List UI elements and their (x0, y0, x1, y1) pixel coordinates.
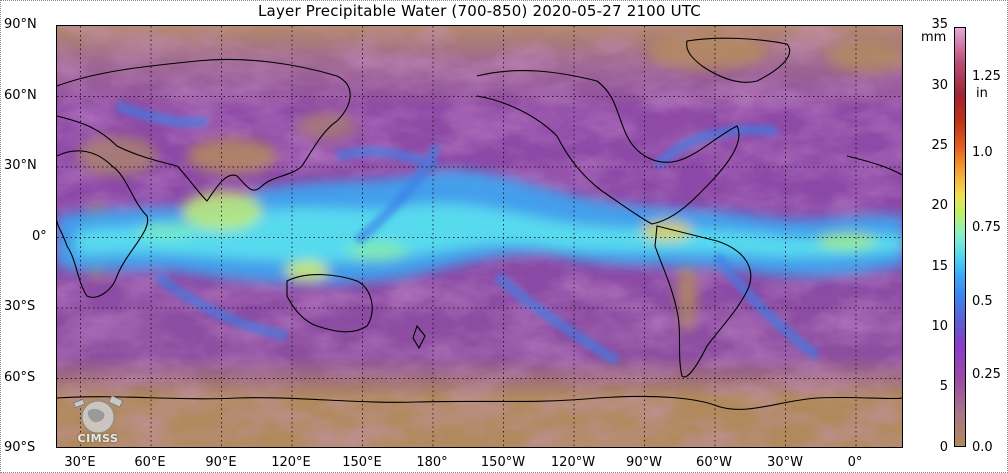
lon-label-90w: 90°W (626, 455, 662, 470)
south-america-coast (654, 225, 752, 378)
eurasia-coast (57, 58, 351, 202)
colorbar-mm-tick-30: 30 (931, 78, 948, 93)
lon-label-150e: 150°E (342, 455, 382, 470)
lat-label-30n: 30°N (4, 158, 37, 173)
lon-label-30w: 30°W (767, 455, 803, 470)
lon-label-30e: 30°E (64, 455, 96, 470)
colorbar-mm-tick-5: 5 (939, 379, 948, 394)
lat-label-30s: 30°S (4, 299, 36, 314)
lat-label-equator: 0° (32, 229, 47, 244)
cimss-logo-text: CIMSS (77, 432, 119, 445)
antarctica-coast (57, 395, 902, 410)
colorbar-in-tick-0-25: 0.25 (972, 367, 1001, 382)
colorbar-mm-unit: mm (921, 30, 947, 45)
lon-label-150w: 150°W (480, 455, 526, 470)
north-america-coast (476, 70, 740, 225)
lon-label-0: 0° (847, 455, 863, 470)
iberia-coast (846, 155, 902, 176)
new-zealand-coast (412, 324, 426, 350)
colorbar-mm-tick-0: 0 (939, 440, 948, 455)
lat-label-60s: 60°S (4, 370, 36, 385)
satellite-globe-logo-icon (73, 395, 124, 434)
lon-label-180: 180° (416, 455, 448, 470)
colorbar-mm-tick-10: 10 (931, 319, 948, 334)
lon-label-60e: 60°E (134, 455, 166, 470)
colorbar-in-tick-0-0: 0.0 (972, 440, 993, 455)
colorbar (954, 27, 966, 447)
lon-label-120w: 120°W (550, 455, 596, 470)
colorbar-in-tick-1-0: 1.0 (972, 145, 993, 160)
greenland-coast (686, 37, 790, 83)
colorbar-in-tick-1-25: 1.25 (972, 69, 1001, 84)
lat-label-90n: 90°N (4, 17, 37, 32)
map-canvas (57, 26, 902, 447)
map-title: Layer Precipitable Water (700-850) 2020-… (258, 2, 701, 20)
lon-label-120e: 120°E (271, 455, 311, 470)
lat-label-90s: 90°S (4, 440, 36, 455)
colorbar-mm-tick-35: 35 (931, 17, 948, 32)
colorbar-mm-tick-15: 15 (931, 259, 948, 274)
colorbar-in-unit: in (976, 86, 988, 101)
coastlines (57, 37, 902, 410)
moisture-streams (115, 101, 821, 366)
australia-coast (286, 274, 373, 333)
colorbar-in-tick-0-5: 0.5 (972, 294, 993, 309)
colorbar-mm-tick-25: 25 (931, 138, 948, 153)
lat-label-60n: 60°N (4, 88, 37, 103)
africa-coast (57, 150, 149, 298)
lon-label-60w: 60°W (696, 455, 732, 470)
lon-label-90e: 90°E (205, 455, 237, 470)
precipitable-water-map (56, 25, 903, 448)
colorbar-in-tick-0-75: 0.75 (972, 220, 1001, 235)
colorbar-mm-tick-20: 20 (931, 198, 948, 213)
